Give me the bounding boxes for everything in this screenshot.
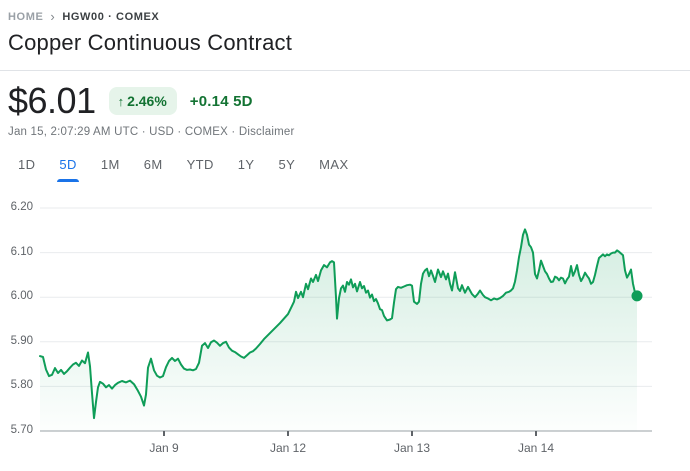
range-tabs: 1D 5D 1M 6M YTD 1Y 5Y MAX — [6, 149, 361, 182]
change-absolute-value: +0.14 5D — [189, 92, 253, 110]
y-axis-label: 6.00 — [10, 290, 33, 303]
quote-meta: Jan 15, 2:07:29 AM UTC · USD · COMEX · D… — [8, 126, 295, 138]
page-title: Copper Continuous Contract — [8, 30, 293, 55]
breadcrumb-symbol: HGW00 · COMEX — [62, 11, 160, 23]
price-area-fill — [40, 229, 637, 431]
change-percent-value: 2.46% — [127, 93, 167, 109]
y-axis-label: 6.20 — [10, 201, 33, 213]
quote-meta-text: Jan 15, 2:07:29 AM UTC · USD · COMEX · — [8, 126, 239, 138]
last-price-dot — [631, 290, 643, 302]
tab-1y[interactable]: 1Y — [237, 157, 255, 172]
y-axis-label: 6.10 — [10, 245, 33, 258]
x-axis-label: Jan 9 — [149, 441, 179, 455]
x-axis-tick — [287, 431, 289, 436]
disclaimer-link[interactable]: Disclaimer — [238, 126, 295, 138]
breadcrumb: HOME › HGW00 · COMEX — [8, 9, 160, 24]
quote-row: $6.01 ↑ 2.46% +0.14 5D — [8, 83, 253, 119]
price-chart-area[interactable]: 6.20 6.10 6.00 5.90 5.80 5.70 Jan 9 Jan 12 Jan 1… — [0, 195, 690, 471]
change-percent-badge: ↑ 2.46% — [108, 87, 177, 115]
y-axis-label: 5.70 — [10, 424, 33, 436]
x-axis-label: Jan 14 — [517, 441, 555, 455]
x-axis-tick — [535, 431, 537, 436]
tab-1d[interactable]: 1D — [18, 157, 36, 172]
arrow-up-icon: ↑ — [117, 93, 125, 109]
active-tab-underline — [57, 179, 79, 182]
breadcrumb-chevron-icon: › — [50, 9, 56, 24]
x-axis-tick — [411, 431, 413, 436]
tab-5y[interactable]: 5Y — [278, 157, 296, 172]
x-axis-label: Jan 12 — [269, 441, 307, 455]
tab-ytd[interactable]: YTD — [186, 157, 214, 172]
tab-5d[interactable]: 5D — [47, 149, 88, 182]
tab-6m[interactable]: 6M — [143, 157, 163, 172]
chart-svg[interactable] — [0, 195, 690, 471]
x-axis-tick — [163, 431, 165, 436]
y-axis-label: 5.80 — [10, 379, 33, 392]
x-axis-label: Jan 13 — [393, 441, 431, 455]
tab-max[interactable]: MAX — [319, 157, 349, 172]
y-axis-label: 5.90 — [10, 334, 33, 347]
price-line — [39, 228, 638, 420]
breadcrumb-home-link[interactable]: HOME — [8, 11, 44, 23]
tab-1m[interactable]: 1M — [100, 157, 120, 172]
header-divider — [0, 70, 690, 71]
price-value: $6.01 — [8, 80, 96, 121]
